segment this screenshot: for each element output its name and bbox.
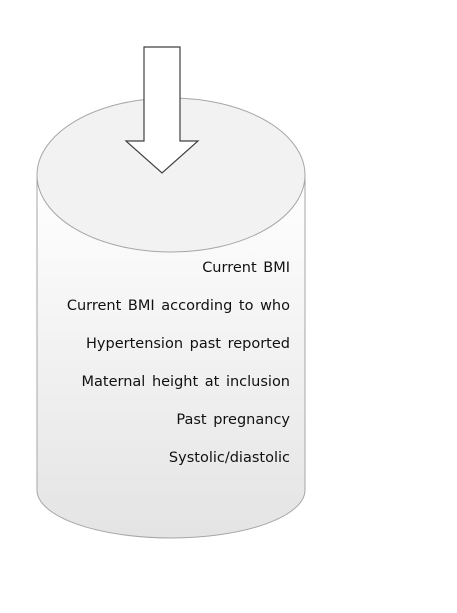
item-current-bmi: Current BMI [202,260,290,276]
item-current-bmi-who: Current BMI according to who [66,298,290,314]
cylinder-body [36,174,306,539]
item-hypertension-past: Hypertension past reported [86,336,290,352]
down-arrow-icon [124,46,200,174]
item-past-pregnancy: Past pregnancy [176,412,290,428]
item-systolic-diastolic: Systolic/diastolic [168,450,290,466]
item-maternal-height: Maternal height at inclusion [81,374,290,390]
item-list: Current BMI Current BMI according to who… [30,259,290,487]
